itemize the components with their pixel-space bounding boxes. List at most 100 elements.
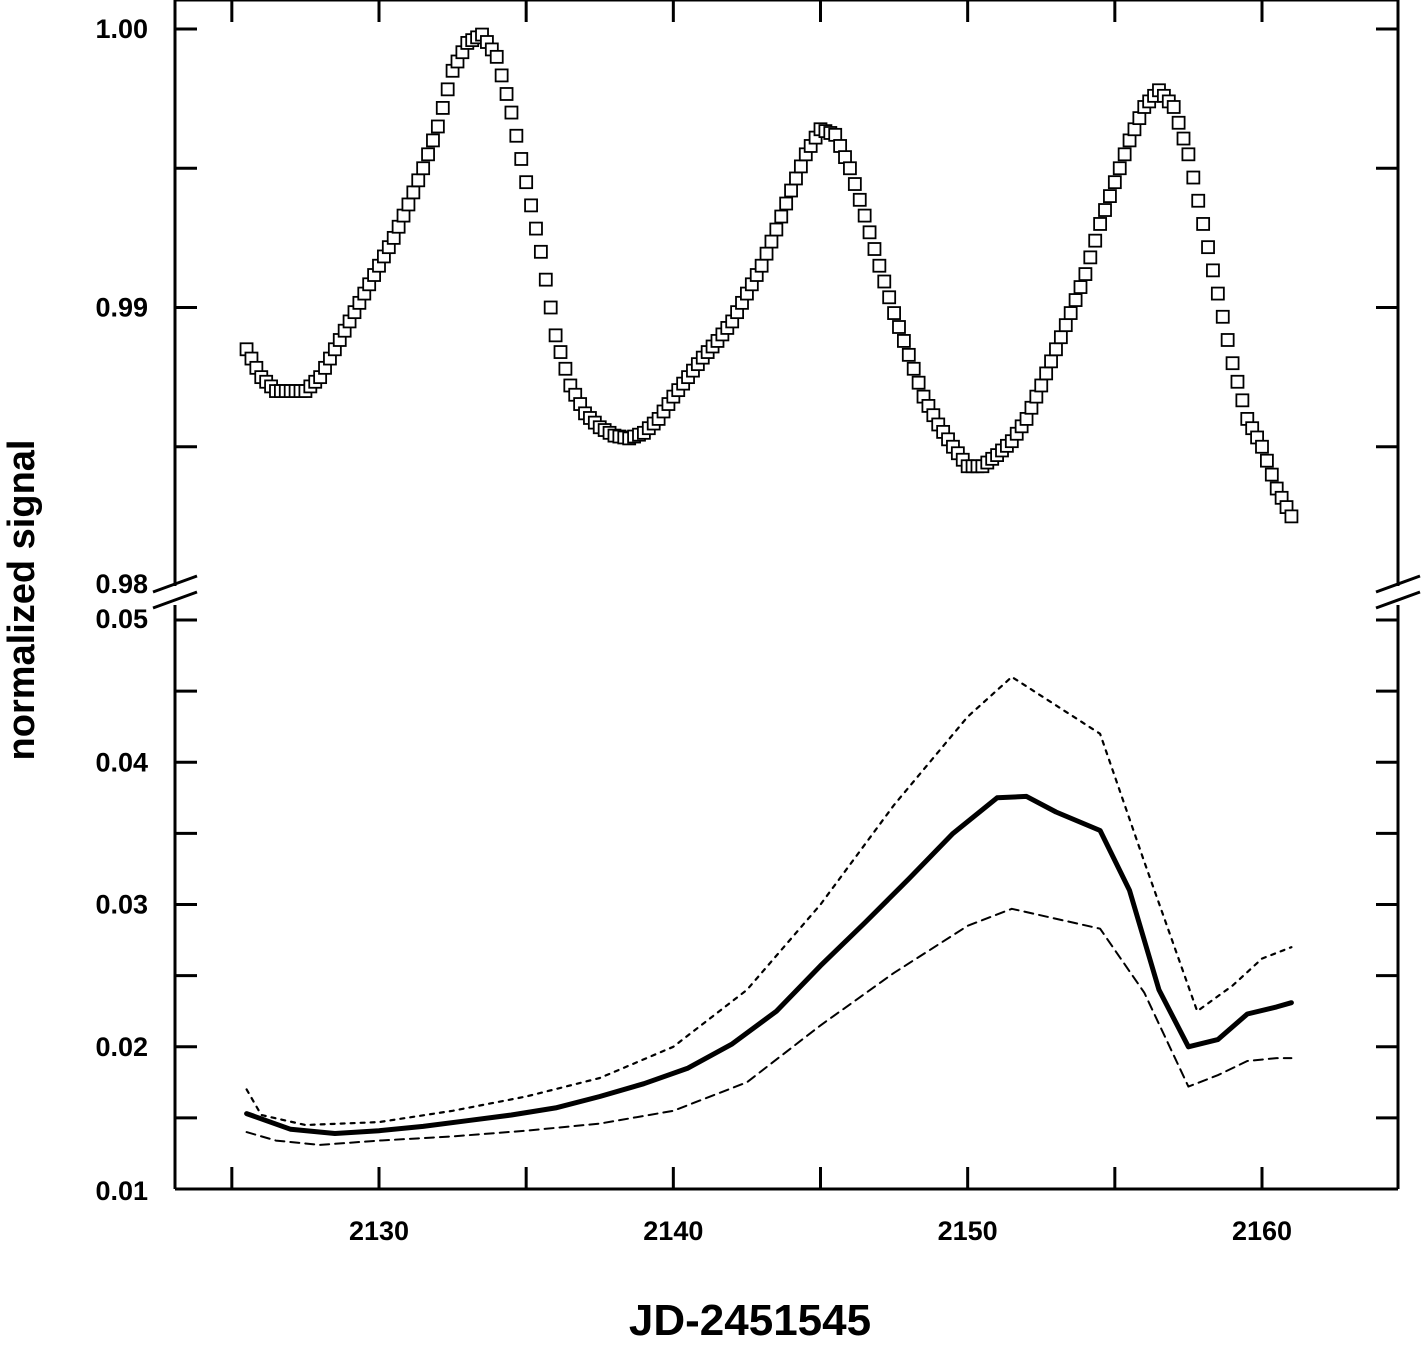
lower-series-dashed [245,907,1293,1146]
upper-point-0-10-2 [396,208,411,223]
upper-point-0-60-0 [1122,133,1137,148]
upper-point-0-67-1 [1230,374,1245,389]
upper-point-0-54-2 [1044,354,1058,369]
upper-point-0-57-0 [1078,267,1093,281]
upper-point-0-58-1 [1098,203,1112,217]
upper-point-0-44-1 [892,320,906,334]
upper-point-0-43-0 [872,258,887,273]
upper-point-0-65-2 [1206,263,1220,278]
upper-point-0-18-1 [509,128,524,143]
upper-point-0-69-2 [1264,467,1279,482]
upper-point-0-56-2 [1073,280,1088,294]
upper-point-0-54-1 [1039,366,1054,381]
upper-point-0-59-1 [1112,161,1127,176]
upper-point-0-20-0 [533,244,548,259]
upper-point-0-37-2 [793,159,808,174]
upper-point-0-57-2 [1088,233,1103,248]
upper-point-0-12-1 [421,147,435,162]
upper-point-0-59-0 [1107,175,1122,190]
axis-break-mark-left-2 [152,590,198,610]
upper-point-0-67-2 [1235,393,1250,408]
upper-panel-marks [239,27,1299,524]
lower-series-solid-thick [244,793,1294,1136]
axis-ticks: 1.00 0.99 0.98 0.05 0.04 0.03 0.02 0.01 2130 2140… [95,0,1398,1246]
upper-point-0-20-2 [543,300,558,315]
upper-point-0-44-2 [896,334,911,348]
upper-point-0-66-1 [1215,309,1230,324]
upper-point-0-44-0 [887,306,901,320]
y-axis-title: normalized signal [1,440,43,761]
upper-point-0-41-2 [852,192,867,207]
upper-point-0-11-2 [411,173,426,188]
upper-point-0-36-2 [779,196,794,211]
upper-point-0-60-2 [1132,111,1147,126]
plot-frame [152,0,1421,1191]
upper-point-0-66-0 [1210,286,1225,301]
upper-point-0-12-2 [426,133,440,148]
upper-point-0-13-2 [440,82,455,97]
upper-point-0-13-1 [435,101,450,115]
upper-point-0-55-0 [1049,342,1063,357]
upper-point-0-63-2 [1176,131,1191,146]
upper-point-0-40-1 [833,139,848,153]
upper-point-0-11-1 [406,185,421,200]
lower-y-tick-3-label: 0.02 [95,1032,148,1062]
upper-point-0-19-1 [524,198,538,213]
upper-point-0-56-1 [1068,293,1083,307]
upper-point-0-37-0 [784,183,798,198]
upper-point-0-53-0 [1019,411,1034,426]
axis-break-mark-right-2 [1375,590,1421,610]
upper-point-0-17-0 [489,49,504,64]
upper-point-0-18-0 [504,105,519,120]
upper-point-0-11-0 [401,197,416,212]
x-tick-1-label: 2140 [643,1216,703,1246]
upper-point-0-10-1 [391,219,406,234]
upper-point-0-58-0 [1093,217,1108,231]
upper-point-0-41-0 [843,161,857,176]
upper-point-0-71-0 [1284,509,1299,524]
axis-break-mark-left-1 [152,574,198,594]
lower-series-dotted [245,675,1293,1127]
lower-y-tick-1-label: 0.04 [95,747,148,777]
upper-point-0-64-0 [1181,147,1196,162]
upper-point-0-17-2 [499,87,514,101]
upper-point-0-65-1 [1201,240,1215,255]
upper-point-0-42-2 [867,242,882,256]
upper-point-0-12-0 [416,161,431,176]
upper-point-0-43-1 [877,274,892,289]
upper-point-0-40-0 [828,127,843,142]
upper-point-0-10-0 [386,230,401,245]
upper-point-0-40-2 [838,150,852,165]
upper-point-0-57-1 [1083,250,1098,265]
upper-point-0-19-2 [529,221,543,236]
upper-point-0-66-2 [1220,333,1235,347]
upper-point-0-63-0 [1166,100,1181,114]
lower-y-tick-0-label: 0.05 [95,604,148,634]
upper-point-0-35-0 [754,258,769,273]
upper-point-0-55-1 [1053,330,1068,345]
upper-point-0-17-1 [494,68,509,83]
upper-y-tick-0-label: 1.00 [95,14,148,44]
upper-point-0-35-1 [759,246,774,261]
upper-point-0-45-2 [911,375,926,390]
upper-point-0-13-0 [430,119,445,134]
upper-y-tick-2-label: 0.98 [95,569,148,599]
x-axis-title: JD-2451545 [629,1296,871,1345]
upper-point-0-60-1 [1127,122,1142,137]
upper-point-0-20-1 [538,272,553,287]
upper-point-0-19-0 [519,175,534,190]
upper-point-0-18-2 [514,152,529,166]
upper-point-0-43-2 [882,290,897,305]
upper-point-0-37-1 [789,171,803,186]
upper-point-0-53-1 [1024,400,1039,415]
upper-point-0-42-1 [862,225,877,240]
lower-y-tick-2-label: 0.03 [95,890,148,920]
upper-point-0-21-1 [553,345,568,359]
upper-point-0-59-2 [1117,147,1132,162]
upper-point-0-42-0 [857,208,872,223]
upper-point-0-56-0 [1063,306,1078,320]
upper-point-0-64-2 [1191,193,1206,208]
lower-y-tick-4-label: 0.01 [95,1176,148,1206]
axis-break-mark-right-1 [1375,574,1421,594]
